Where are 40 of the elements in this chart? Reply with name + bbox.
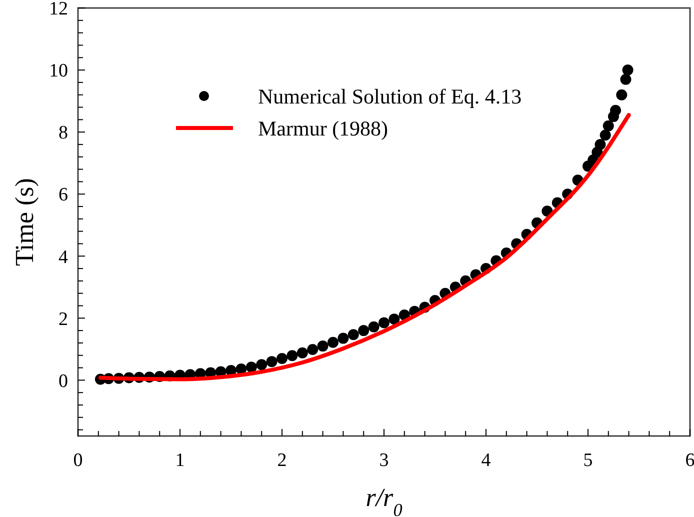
legend-label: Marmur (1988) — [258, 116, 388, 140]
point — [388, 314, 400, 325]
point — [338, 332, 349, 344]
point — [602, 120, 614, 132]
y-axis-title: Time (s) — [10, 178, 39, 266]
point — [620, 74, 632, 85]
point — [358, 325, 370, 336]
point — [600, 130, 611, 141]
y-tick-label: 8 — [58, 122, 68, 144]
legend-label: Numerical Solution of Eq. 4.13 — [258, 84, 522, 108]
point — [616, 89, 628, 100]
x-tick-label: 6 — [685, 450, 694, 471]
y-tick-label: 2 — [58, 308, 68, 330]
point — [622, 64, 634, 76]
y-tick-label: 4 — [58, 246, 68, 268]
point — [296, 347, 308, 358]
point — [286, 350, 298, 362]
point — [368, 321, 380, 332]
x-tick-label: 3 — [379, 450, 389, 471]
x-axis-title: r/r$_{0}$ — [366, 483, 402, 517]
point — [256, 359, 268, 370]
point — [266, 356, 278, 368]
y-tick-label: 12 — [49, 0, 68, 20]
point — [348, 329, 359, 340]
x-tick-label: 5 — [583, 450, 593, 471]
y-tick-label: 10 — [49, 60, 68, 82]
y-tick-label: 0 — [58, 370, 68, 392]
point — [328, 336, 338, 348]
x-tick-label: 2 — [277, 450, 287, 471]
y-tick-label: 6 — [58, 184, 68, 206]
x-tick-label: 0 — [73, 450, 83, 471]
point — [594, 138, 606, 150]
x-tick-label: 1 — [175, 450, 185, 471]
point — [378, 317, 390, 328]
point — [276, 352, 288, 364]
point — [610, 104, 622, 116]
point — [307, 344, 318, 355]
point — [317, 340, 328, 352]
point — [246, 362, 257, 373]
x-tick-label: 4 — [481, 450, 492, 471]
